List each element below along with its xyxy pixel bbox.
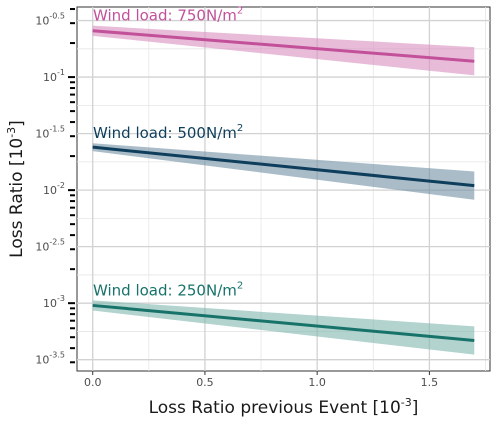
y-axis-title: Loss Ratio [10-3] (5, 120, 27, 258)
y-tick-label: 10-2 (43, 181, 65, 197)
x-tick-label: 0.0 (84, 376, 102, 389)
series-label-1: Wind load: 500N/m2 (93, 123, 243, 142)
series-line-1 (92, 145, 475, 188)
x-axis: 0.0 0.5 1.0 1.5 (84, 371, 438, 389)
x-tick-label: 0.5 (196, 376, 214, 389)
y-tick-label: 10-2.5 (35, 238, 65, 254)
y-tick-label: 10-1.5 (35, 125, 65, 141)
y-axis: 10-3.5 10-3 10-2.5 10-2 10-1.5 10-1 10-0.5 (35, 8, 75, 367)
x-tick-label: 1.0 (308, 376, 326, 389)
y-tick-label: 10-3.5 (35, 351, 65, 367)
x-tick-label: 1.5 (421, 376, 439, 389)
y-tick-label: 10-3 (43, 294, 65, 310)
series-lines (92, 29, 475, 342)
y-tick-label: 10-0.5 (35, 12, 65, 28)
series-line-2 (92, 303, 475, 342)
series-labels: Wind load: 750N/m2 Wind load: 500N/m2 Wind… (93, 6, 243, 300)
series-label-2: Wind load: 250N/m2 (93, 280, 243, 299)
x-axis-title: Loss Ratio previous Event [10-3] (149, 396, 419, 418)
series-line-0 (92, 29, 475, 63)
series-label-0: Wind load: 750N/m2 (93, 6, 243, 25)
y-tick-label: 10-1 (43, 68, 65, 84)
